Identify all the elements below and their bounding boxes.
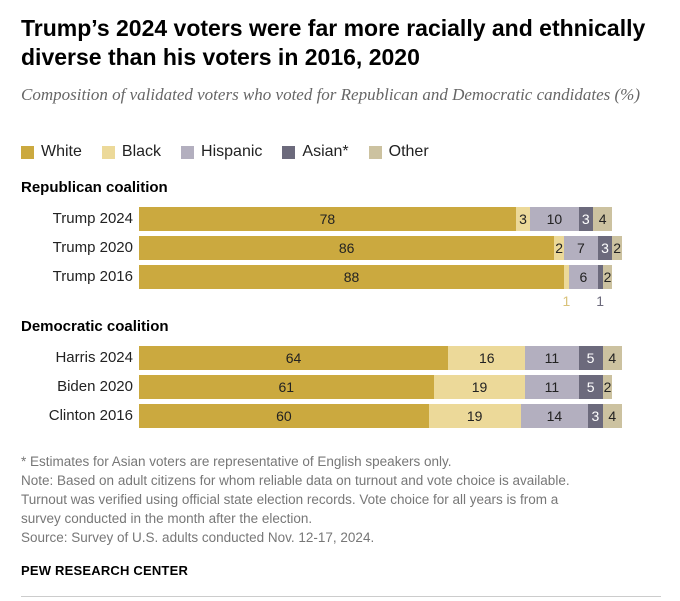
legend-swatch — [21, 145, 34, 159]
bar-segment-hispanic: 6 — [568, 265, 598, 289]
bar-segment-black: 3 — [515, 207, 531, 231]
row-label: Trump 2020 — [52, 239, 133, 256]
legend-item-asian: Asian* — [282, 143, 349, 161]
bar-segment-asian: 5 — [578, 375, 603, 399]
bar-segment-asian: 5 — [578, 346, 603, 370]
legend-label: Other — [388, 143, 429, 160]
bar-segment-hispanic: 14 — [520, 404, 589, 428]
note-line: Turnout was verified using official stat… — [21, 492, 559, 507]
bar-segment-black: 2 — [554, 236, 565, 260]
bar-segment-hispanic: 11 — [525, 346, 579, 370]
bar-segment-other: 4 — [602, 346, 622, 370]
group-title: Republican coalition — [21, 179, 168, 196]
legend-item-other: Other — [368, 143, 429, 161]
legend-label: Asian* — [302, 143, 349, 160]
bar-segment-white: 86 — [139, 236, 555, 260]
note-line: Source: Survey of U.S. adults conducted … — [21, 530, 375, 545]
source-brand: PEW RESEARCH CENTER — [21, 563, 189, 578]
note-line: survey conducted in the month after the … — [21, 511, 313, 526]
legend-swatch — [101, 145, 115, 159]
bar-segment-black: 19 — [428, 404, 521, 428]
bar-segment-asian — [597, 265, 603, 289]
legend-swatch — [181, 145, 195, 159]
stacked-bar: 60 19 14 3 4 — [139, 404, 622, 428]
row-label: Trump 2024 — [52, 210, 133, 227]
bar-segment-hispanic: 11 — [525, 375, 579, 399]
footnotes: * Estimates for Asian voters are represe… — [21, 452, 661, 547]
legend-swatch — [282, 145, 296, 159]
legend-label: Hispanic — [201, 143, 263, 160]
stacked-bar: 86 2 7 3 2 — [139, 236, 622, 260]
bar-segment-black — [564, 265, 569, 289]
bar-segment-other: 2 — [602, 375, 613, 399]
bar-segment-white: 78 — [139, 207, 516, 231]
stacked-bar: 88 6 2 — [139, 265, 613, 289]
bar-segment-black: 16 — [448, 346, 526, 370]
bar-segment-hispanic: 10 — [530, 207, 579, 231]
chart-subtitle: Composition of validated voters who vote… — [21, 85, 640, 104]
bar-segment-other: 2 — [602, 265, 613, 289]
legend-label: White — [41, 143, 82, 160]
legend-swatch — [368, 145, 382, 159]
row-label: Biden 2020 — [57, 378, 133, 395]
bar-segment-other: 4 — [602, 404, 622, 428]
legend: White Black Hispanic Asian* Other — [21, 142, 449, 162]
bar-segment-white: 60 — [139, 404, 429, 428]
bottom-divider — [21, 596, 661, 597]
note-line: Note: Based on adult citizens for whom r… — [21, 473, 570, 488]
bar-segment-asian: 3 — [597, 236, 613, 260]
bar-segment-black: 19 — [433, 375, 526, 399]
row-label: Trump 2016 — [52, 268, 133, 285]
stacked-bar: 61 19 11 5 2 — [139, 375, 613, 399]
bar-segment-white: 64 — [139, 346, 449, 370]
note-line: * Estimates for Asian voters are represe… — [21, 454, 452, 469]
bar-segment-asian: 3 — [578, 207, 593, 231]
bar-segment-other: 2 — [612, 236, 622, 260]
legend-item-black: Black — [101, 143, 162, 161]
legend-label: Black — [121, 143, 162, 160]
row-label: Harris 2024 — [55, 349, 133, 366]
legend-item-hispanic: Hispanic — [181, 143, 262, 161]
chart-title: Trump’s 2024 voters were far more racial… — [21, 15, 646, 70]
bar-segment-asian: 3 — [588, 404, 603, 428]
bar-segment-white: 61 — [139, 375, 434, 399]
legend-item-white: White — [21, 143, 82, 161]
data-label-callout: 1 — [562, 293, 571, 309]
row-label: Clinton 2016 — [48, 407, 133, 424]
stacked-bar: 78 3 10 3 4 — [139, 207, 613, 231]
bar-segment-hispanic: 7 — [564, 236, 598, 260]
data-label-callout: 1 — [596, 293, 605, 309]
group-title: Democratic coalition — [21, 318, 169, 335]
bar-segment-other: 4 — [593, 207, 613, 231]
stacked-bar: 64 16 11 5 4 — [139, 346, 622, 370]
bar-segment-white: 88 — [139, 265, 565, 289]
